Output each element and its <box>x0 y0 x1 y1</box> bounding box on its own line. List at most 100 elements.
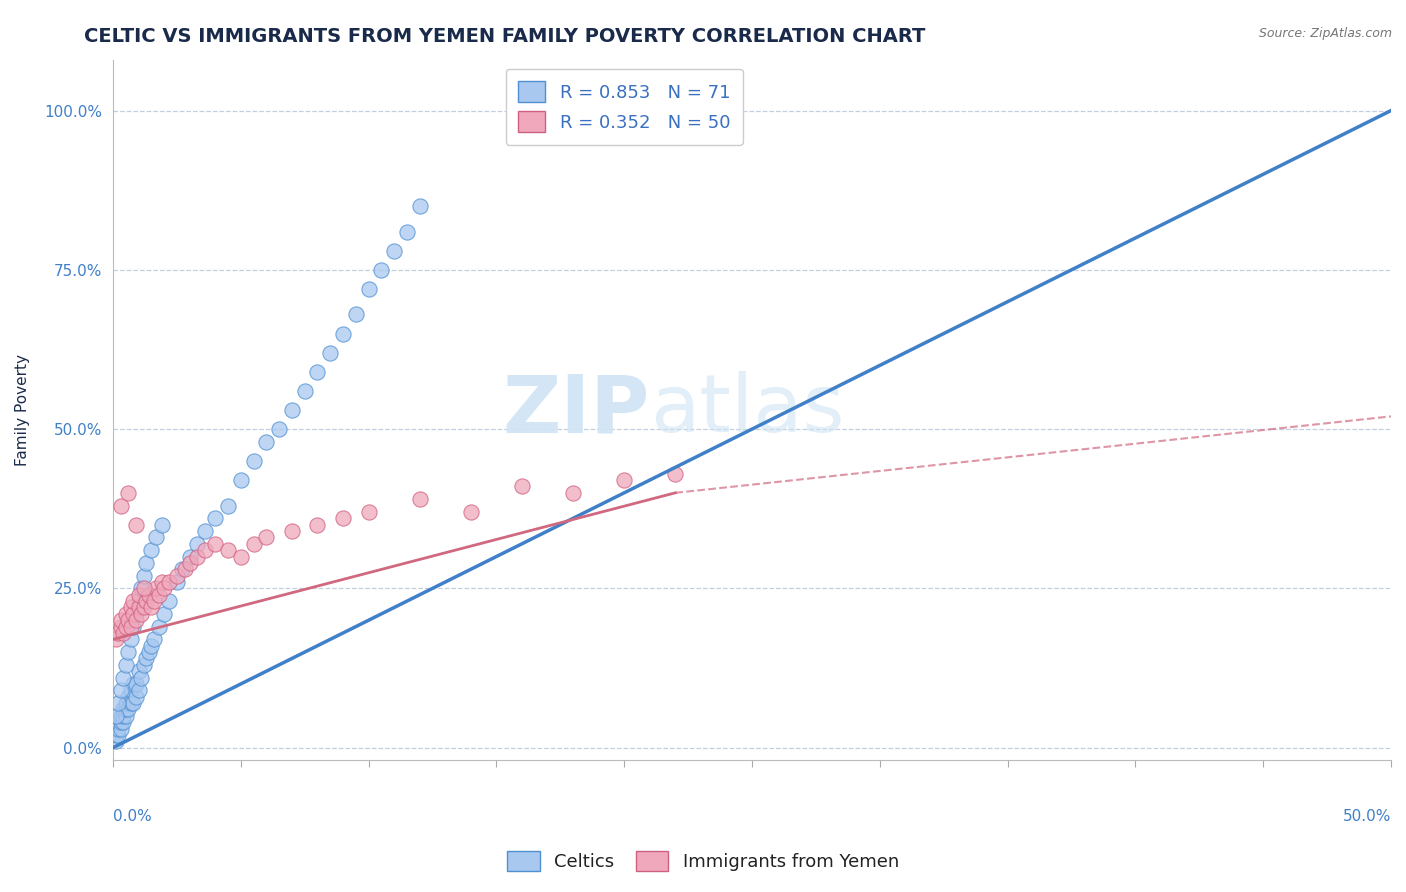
Legend: Celtics, Immigrants from Yemen: Celtics, Immigrants from Yemen <box>499 844 907 879</box>
Point <box>112 715 135 730</box>
Point <box>217 543 239 558</box>
Point <box>114 702 136 716</box>
Point <box>128 664 150 678</box>
Text: ZIP: ZIP <box>502 371 650 449</box>
Point <box>128 594 150 608</box>
Point <box>104 734 127 748</box>
Point <box>142 594 165 608</box>
Point <box>110 613 132 627</box>
Point <box>132 657 155 672</box>
Point <box>129 582 152 596</box>
Point <box>110 715 132 730</box>
Point <box>204 511 226 525</box>
Point <box>242 537 264 551</box>
Point <box>281 403 304 417</box>
Point <box>138 645 160 659</box>
Point <box>112 708 135 723</box>
Point <box>107 626 129 640</box>
Point <box>132 568 155 582</box>
Point <box>179 549 201 564</box>
Point <box>135 594 157 608</box>
Point <box>409 199 432 213</box>
Point <box>125 613 148 627</box>
Point <box>148 588 170 602</box>
Point <box>229 473 252 487</box>
Point <box>125 677 148 691</box>
Point <box>281 524 304 538</box>
Point <box>135 651 157 665</box>
Y-axis label: Family Poverty: Family Poverty <box>15 354 30 466</box>
Point <box>150 574 173 589</box>
Point <box>173 562 195 576</box>
Point <box>117 485 139 500</box>
Point <box>254 434 277 449</box>
Point <box>148 619 170 633</box>
Point <box>254 530 277 544</box>
Text: 50.0%: 50.0% <box>1343 809 1391 824</box>
Point <box>229 549 252 564</box>
Point <box>613 473 636 487</box>
Point <box>117 702 139 716</box>
Point <box>166 568 188 582</box>
Text: atlas: atlas <box>650 371 844 449</box>
Point <box>110 708 132 723</box>
Point <box>114 657 136 672</box>
Text: 0.0%: 0.0% <box>112 809 152 824</box>
Point <box>117 645 139 659</box>
Point <box>110 722 132 736</box>
Point <box>194 543 217 558</box>
Point <box>153 582 176 596</box>
Point <box>117 613 139 627</box>
Point <box>125 690 148 704</box>
Point <box>242 454 264 468</box>
Point <box>186 537 208 551</box>
Point <box>307 365 329 379</box>
Point <box>382 244 405 258</box>
Point <box>141 600 163 615</box>
Point <box>204 537 226 551</box>
Text: Source: ZipAtlas.com: Source: ZipAtlas.com <box>1258 27 1392 40</box>
Point <box>357 282 380 296</box>
Point <box>332 511 354 525</box>
Point <box>110 619 132 633</box>
Point <box>157 594 180 608</box>
Point <box>510 479 533 493</box>
Point <box>153 607 176 621</box>
Point <box>122 607 145 621</box>
Point <box>114 708 136 723</box>
Point <box>104 708 127 723</box>
Point <box>125 517 148 532</box>
Point <box>104 632 127 647</box>
Point <box>395 225 418 239</box>
Point <box>122 677 145 691</box>
Point <box>194 524 217 538</box>
Point <box>166 574 188 589</box>
Point <box>129 671 152 685</box>
Point <box>120 619 142 633</box>
Text: CELTIC VS IMMIGRANTS FROM YEMEN FAMILY POVERTY CORRELATION CHART: CELTIC VS IMMIGRANTS FROM YEMEN FAMILY P… <box>84 27 925 45</box>
Point <box>114 619 136 633</box>
Point <box>132 582 155 596</box>
Point <box>141 639 163 653</box>
Point <box>409 492 432 507</box>
Point <box>112 626 135 640</box>
Point <box>128 683 150 698</box>
Point <box>145 582 167 596</box>
Point <box>138 588 160 602</box>
Point <box>357 505 380 519</box>
Point <box>664 467 686 481</box>
Point <box>120 600 142 615</box>
Point <box>107 722 129 736</box>
Point <box>294 384 316 398</box>
Point <box>120 632 142 647</box>
Point <box>114 607 136 621</box>
Point <box>332 326 354 341</box>
Point <box>170 562 193 576</box>
Point <box>107 696 129 710</box>
Point <box>122 594 145 608</box>
Point <box>179 556 201 570</box>
Point <box>125 607 148 621</box>
Point <box>122 619 145 633</box>
Point <box>112 702 135 716</box>
Point <box>120 696 142 710</box>
